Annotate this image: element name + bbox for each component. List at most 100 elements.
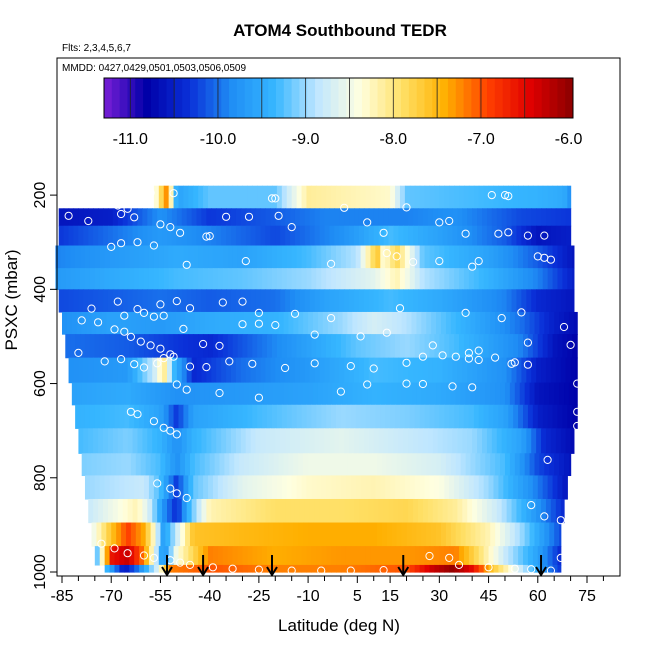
- colorbar-swatch: [252, 78, 261, 118]
- observation-point: [556, 553, 565, 563]
- heatmap-cell: [208, 245, 214, 269]
- heatmap-cell: [175, 453, 181, 477]
- observation-point: [182, 260, 191, 269]
- heatmap-cell: [381, 382, 388, 406]
- heatmap-cell: [365, 564, 372, 573]
- observation-point: [438, 351, 447, 360]
- heatmap-cell: [91, 522, 98, 547]
- heatmap-cell: [275, 498, 281, 524]
- heatmap-cell: [170, 522, 176, 547]
- heatmap-cell: [153, 404, 160, 429]
- heatmap-cell: [145, 522, 152, 547]
- heatmap-cell: [350, 475, 357, 500]
- heatmap-cell: [232, 475, 239, 500]
- heatmap-cell: [301, 475, 308, 500]
- heatmap-cell: [306, 245, 312, 269]
- heatmap-cell: [86, 453, 93, 477]
- heatmap-cell: [84, 475, 91, 500]
- heatmap-cell: [296, 546, 303, 566]
- heatmap-cell: [496, 225, 503, 247]
- heatmap-cell: [560, 208, 567, 227]
- colorbar-swatch: [275, 78, 285, 118]
- heatmap-cell: [183, 404, 189, 429]
- heatmap-cell: [564, 382, 570, 406]
- heatmap-cell: [368, 289, 375, 313]
- x-tick-label: -25: [247, 588, 270, 605]
- heatmap-cell: [204, 522, 211, 547]
- colorbar: -11.0 -10.0 -9.0 -8.0 -7.0 -6.0: [103, 77, 582, 148]
- heatmap-cell: [196, 428, 203, 454]
- heatmap-cell: [463, 546, 470, 566]
- observation-point: [573, 407, 582, 416]
- observation-point: [130, 213, 139, 222]
- heatmap-cell: [360, 185, 367, 209]
- heatmap-cell: [290, 357, 296, 384]
- heatmap-cell: [158, 564, 165, 573]
- heatmap-cell: [509, 453, 516, 477]
- heatmap-cell: [171, 428, 178, 454]
- heatmap-cell: [335, 245, 342, 269]
- heatmap-cell: [459, 546, 465, 566]
- heatmap-cell: [398, 428, 404, 454]
- heatmap-cell: [65, 268, 71, 290]
- heatmap-cell: [137, 357, 143, 384]
- heatmap-cell: [427, 289, 434, 313]
- heatmap-cell: [176, 357, 183, 384]
- heatmap-cell: [360, 268, 367, 290]
- heatmap-cell: [80, 404, 86, 429]
- heatmap-cell: [168, 245, 175, 269]
- heatmap-cell: [158, 185, 165, 209]
- heatmap-cell: [283, 382, 289, 406]
- heatmap-cell: [532, 564, 539, 573]
- heatmap-cell: [350, 404, 357, 429]
- heatmap-cell: [121, 311, 127, 335]
- heatmap-cell: [552, 245, 559, 269]
- heatmap-cell: [206, 289, 212, 313]
- heatmap-cell: [294, 225, 301, 247]
- heatmap-cell: [222, 404, 229, 429]
- heatmap-cell: [414, 564, 421, 573]
- heatmap-cell: [514, 382, 521, 406]
- heatmap-cell: [181, 428, 188, 454]
- heatmap-cell: [467, 225, 473, 247]
- heatmap-cell: [459, 268, 465, 290]
- heatmap-cell: [447, 289, 454, 313]
- heatmap-cell: [478, 404, 485, 429]
- heatmap-cell: [114, 564, 121, 573]
- heatmap-cell: [501, 208, 508, 227]
- heatmap-cell: [399, 404, 406, 429]
- heatmap-cell: [278, 382, 285, 406]
- heatmap-cell: [145, 311, 152, 335]
- colorbar-swatch: [166, 78, 175, 118]
- heatmap-cell: [229, 453, 235, 477]
- heatmap-cell: [255, 225, 262, 247]
- x-axis-label: Latitude (deg N): [278, 616, 400, 635]
- heatmap-cell: [549, 382, 555, 406]
- heatmap-cell: [272, 185, 278, 209]
- heatmap-cell: [270, 225, 276, 247]
- observation-point: [445, 216, 454, 226]
- heatmap-cell: [222, 245, 229, 269]
- heatmap-cell: [273, 382, 280, 406]
- heatmap-cell: [88, 225, 94, 247]
- heatmap-band: [153, 185, 572, 209]
- heatmap-cell: [209, 522, 216, 547]
- heatmap-cell: [377, 382, 383, 406]
- heatmap-cell: [240, 428, 247, 454]
- heatmap-cell: [250, 208, 257, 227]
- heatmap-cell: [444, 185, 450, 209]
- heatmap-cell: [454, 245, 460, 269]
- observation-point: [546, 255, 556, 264]
- heatmap-cell: [125, 382, 132, 406]
- heatmap-cell: [508, 404, 514, 429]
- heatmap-cell: [491, 357, 498, 384]
- heatmap-cell: [468, 546, 475, 566]
- heatmap-cell: [337, 522, 344, 547]
- heatmap-cell: [516, 225, 522, 247]
- heatmap-cell: [237, 564, 244, 573]
- heatmap-cell: [388, 357, 394, 384]
- heatmap-cell: [339, 357, 345, 384]
- heatmap-cell: [368, 428, 375, 454]
- heatmap-cell: [265, 428, 271, 454]
- heatmap-cell: [455, 453, 462, 477]
